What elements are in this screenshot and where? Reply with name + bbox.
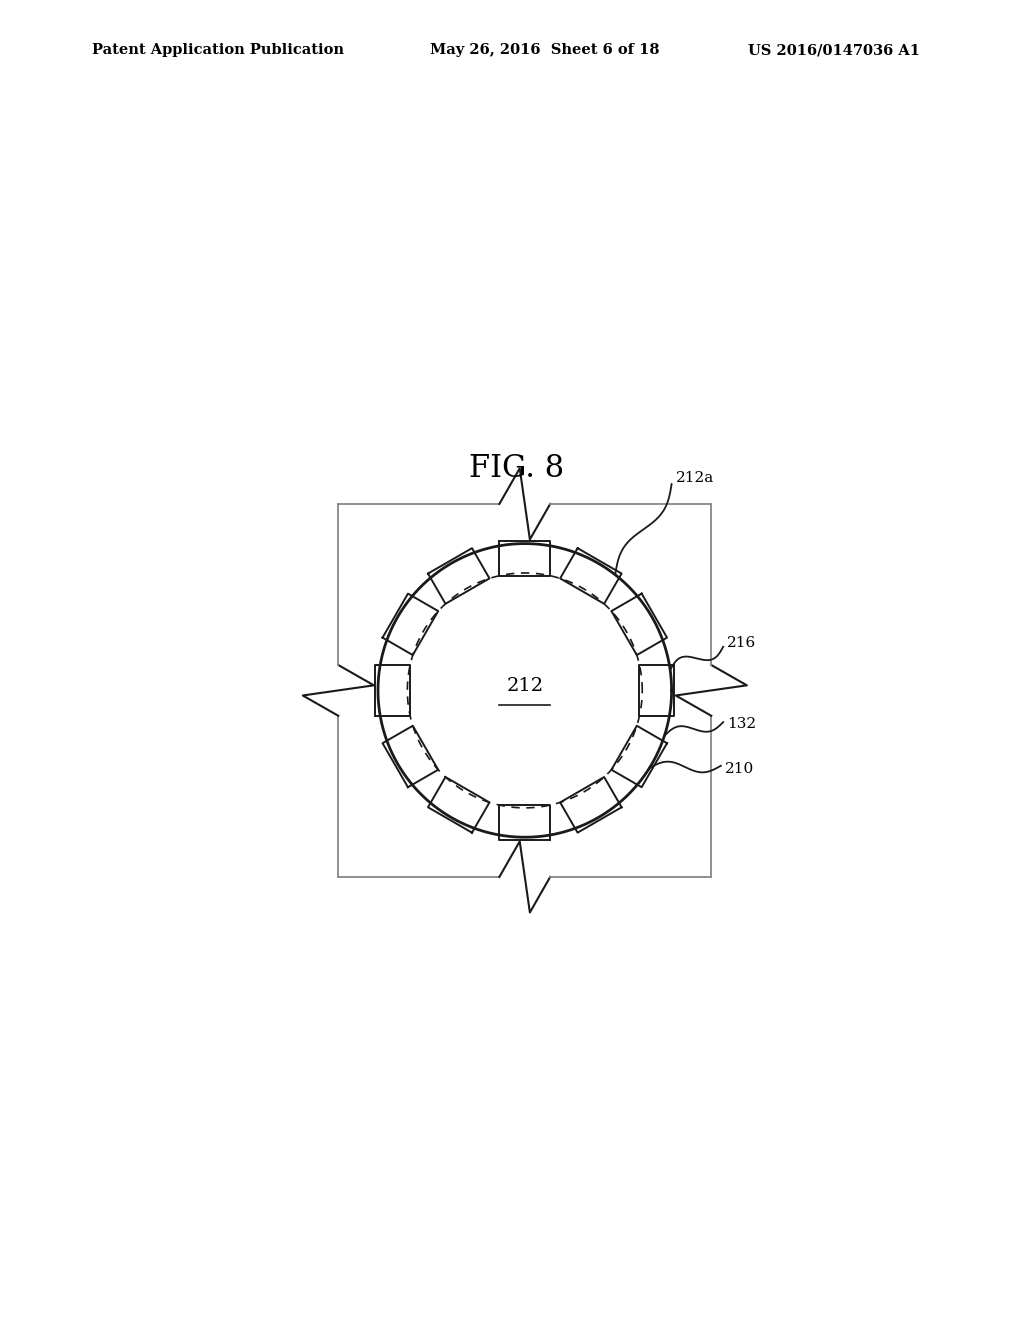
Text: 216: 216	[727, 636, 757, 649]
Text: Patent Application Publication: Patent Application Publication	[92, 44, 344, 57]
Text: 212a: 212a	[676, 471, 714, 484]
Text: 212: 212	[506, 677, 544, 696]
Text: FIG. 8: FIG. 8	[469, 453, 564, 483]
Text: May 26, 2016  Sheet 6 of 18: May 26, 2016 Sheet 6 of 18	[430, 44, 659, 57]
Text: 132: 132	[727, 717, 757, 731]
Text: 210: 210	[725, 762, 754, 776]
Text: US 2016/0147036 A1: US 2016/0147036 A1	[748, 44, 920, 57]
